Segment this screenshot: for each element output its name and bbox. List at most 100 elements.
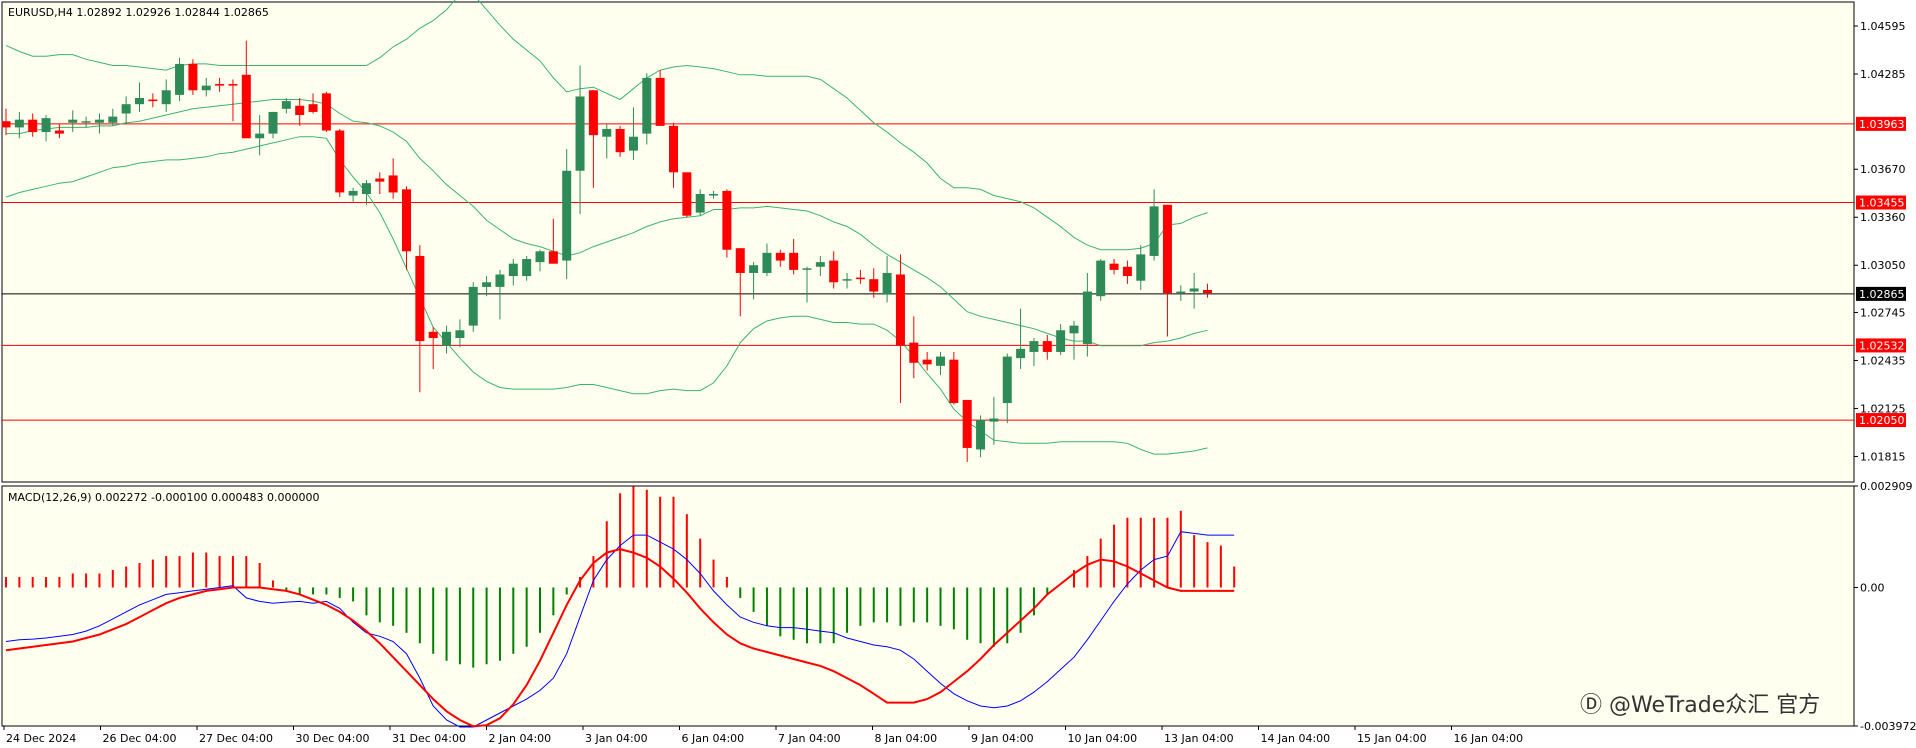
candle-body [455,330,465,338]
candle-body [81,121,91,123]
axis-labels: 1.03963 1.03455 1.02865 1.02532 1.02050 1.045… [3,20,1916,745]
candle-body [695,194,705,213]
level-tag-label: 1.03455 [1859,197,1905,210]
candle-body [201,85,211,91]
macd-tick-label: -0.003972 [1860,720,1916,733]
candle-body [895,274,905,346]
candle-body [482,282,492,287]
x-tick-label: 6 Jan 04:00 [682,732,745,745]
signal-line [5,548,1235,728]
candle-body [535,251,545,263]
candle-body [68,119,78,123]
candle-body [949,359,959,404]
candle-body [842,279,852,281]
price-tick-label: 1.01815 [1860,450,1906,463]
candle-body [495,274,505,287]
level-tag-label: 1.03963 [1859,118,1905,131]
candle-body [709,194,719,196]
x-tick-label: 2 Jan 04:00 [489,732,552,745]
candle-body [682,172,692,216]
candle-body [855,277,865,280]
candle-body [588,90,598,136]
candle-body [869,279,879,292]
price-tick-label: 1.03360 [1860,211,1906,224]
candle-body [1149,206,1159,256]
candle-body [722,190,732,250]
candle-body [1016,348,1026,359]
level-tag [1856,286,1906,301]
candle-body [268,111,278,134]
candle-body [735,248,745,273]
x-tick-label: 31 Dec 04:00 [392,732,466,745]
candle-body [522,259,532,277]
candle-body [1176,291,1186,294]
x-tick-label: 14 Jan 04:00 [1261,732,1331,745]
candle-body [749,265,759,273]
candle-body [1109,263,1119,270]
candle-body [161,90,171,105]
candle-body [402,189,411,252]
candle-body [789,252,799,270]
x-tick-label: 30 Dec 04:00 [296,732,370,745]
candle-body [415,255,425,342]
bollinger-middle [6,99,1208,347]
candle-body [1082,291,1092,345]
candle-body [1189,288,1199,292]
candle-body [642,77,652,134]
candle-body [468,286,478,326]
price-tick-label: 1.03670 [1860,163,1906,176]
x-tick-label: 16 Jan 04:00 [1454,732,1524,745]
candle-body [815,262,825,267]
price-tick-label: 1.04595 [1860,20,1906,33]
candle-body [1056,330,1066,352]
bollinger-upper [5,0,1208,251]
price-tick-label: 1.02745 [1860,306,1906,319]
candle-body [1136,254,1146,281]
candle-body [1203,290,1212,294]
candle-body [775,252,785,261]
candle-body [882,272,892,295]
candle-body [669,125,678,173]
macd-title: MACD(12,26,9) 0.002272 -0.000100 0.00048… [8,491,319,504]
candle-body [909,342,919,363]
candle-body [28,119,38,133]
candle-body [562,170,572,261]
candle-body [976,420,986,450]
level-tag [1856,195,1906,210]
candle-body [615,128,625,153]
candle-body [121,104,131,114]
candle-body [108,116,118,123]
watermark: Ⓓ @WeTrade众汇 官方 [1580,693,1820,718]
x-tick-label: 9 Jan 04:00 [971,732,1034,745]
x-tick-label: 10 Jan 04:00 [1068,732,1138,745]
level-tag-label: 1.02050 [1859,414,1905,427]
price-tick-label: 1.04285 [1860,68,1906,81]
candle-body [962,399,972,448]
candle-body [602,128,612,137]
candle-body [215,84,225,86]
candle-body [135,98,144,105]
candle-body [188,63,198,91]
candle-body [361,183,371,194]
candle-body [802,268,812,270]
price-pane[interactable] [1,1,1855,483]
candle-body [428,331,438,338]
x-tick-label: 7 Jan 04:00 [778,732,841,745]
candle-body [1002,356,1012,404]
candle-body [335,130,345,193]
candle-body [255,133,265,139]
candle-body [1069,325,1079,334]
candle-body [548,251,558,264]
candle-body [762,252,772,273]
candle-body [922,359,932,365]
candle-body [628,136,638,151]
bollinger-lower [5,136,1208,455]
price-chart-title: EURUSD,H4 1.02892 1.02926 1.02844 1.0286… [8,6,269,19]
candle-body [388,175,398,193]
macd-line [5,531,1235,728]
candle-body [1096,260,1106,297]
level-tag [1856,338,1906,353]
candle-body [308,104,318,112]
candle-body [321,93,331,131]
